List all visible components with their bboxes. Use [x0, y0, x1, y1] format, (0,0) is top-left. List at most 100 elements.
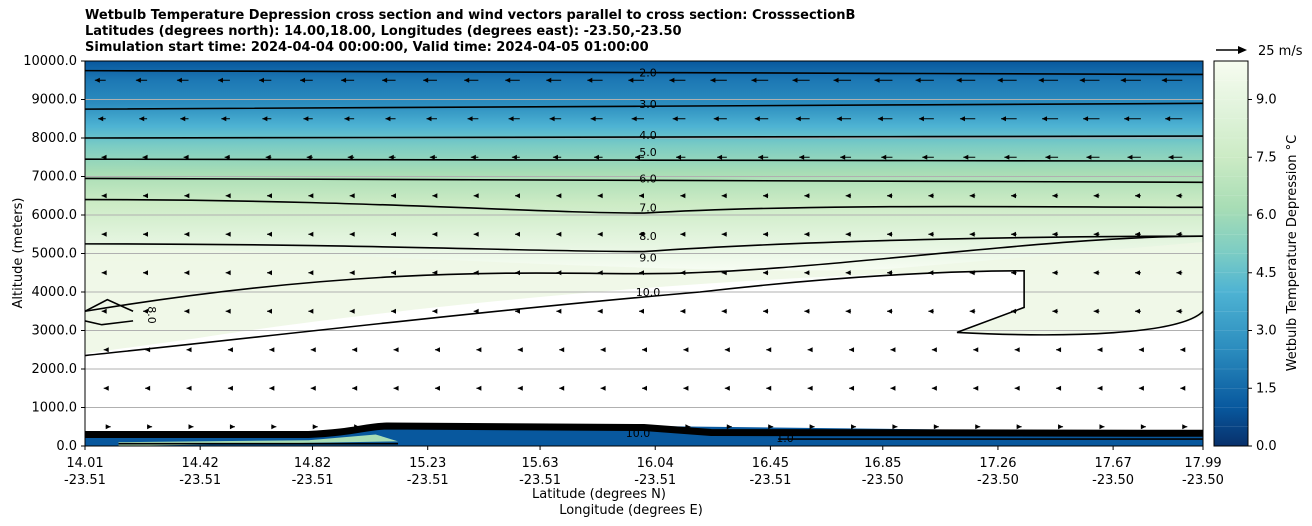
x-axis-label-lat: Latitude (degrees N) — [532, 487, 666, 502]
wind-vector-head — [642, 385, 647, 391]
wind-vector-head — [845, 270, 851, 276]
x-tick-label-lat: 14.01 — [66, 456, 103, 471]
wind-vector-head — [393, 347, 399, 353]
wind-vector-head — [758, 154, 764, 160]
wind-vector-head — [642, 347, 647, 353]
wind-vector-head — [683, 385, 689, 391]
wind-vector-head — [224, 154, 230, 160]
wind-vector-head — [587, 77, 593, 83]
wind-vector-head — [597, 231, 603, 237]
wind-vector-head — [354, 424, 360, 430]
wind-vector-head — [1056, 385, 1062, 391]
wind-vector-head — [1052, 231, 1058, 237]
wind-vector-head — [809, 424, 815, 430]
wind-vector-head — [101, 154, 107, 160]
wind-vector-head — [352, 385, 358, 391]
contour-line-8-left — [85, 298, 134, 312]
contour-line-surface-inner — [118, 438, 1203, 445]
wind-vector-head — [1180, 385, 1186, 391]
wind-vector-head — [103, 347, 109, 353]
contour-line — [85, 198, 1203, 214]
wind-vector-head — [1176, 308, 1182, 314]
y-tick-label: 4000.0 — [32, 285, 78, 300]
wind-vector-head — [1135, 231, 1140, 237]
wind-vector-head — [508, 116, 514, 122]
wind-vector-head — [717, 154, 723, 160]
wind-vector-head — [478, 424, 484, 430]
colorbar-tick-label: 7.5 — [1256, 150, 1277, 165]
x-tick-label-lon: -23.51 — [292, 473, 334, 488]
wind-vector-head — [892, 424, 898, 430]
wind-vector-head — [546, 77, 552, 83]
quiver-key-arrowhead — [1238, 46, 1247, 54]
wind-vector-head — [721, 308, 727, 314]
wind-vector-head — [341, 77, 347, 83]
x-tick-label-lat: 15.63 — [521, 456, 558, 471]
wind-vector-head — [1176, 270, 1182, 276]
wind-vector-head — [931, 347, 937, 353]
wind-vector-head — [517, 385, 523, 391]
x-tick-label-lat: 17.26 — [979, 456, 1016, 471]
wind-vector-head — [271, 424, 277, 430]
wind-vector-head — [1124, 116, 1130, 122]
wind-vector-head — [887, 193, 892, 199]
wind-vector-head — [349, 193, 355, 199]
wind-vector-head — [890, 385, 896, 391]
wind-vector-head — [556, 308, 562, 314]
y-axis-label: Altitude (meters) — [11, 198, 26, 309]
colorbar-label: Wetbulb Temperature Depression °C — [1285, 135, 1300, 372]
wind-vector-head — [1165, 116, 1171, 122]
wind-vector-head — [680, 231, 686, 237]
wind-vector-head — [1135, 308, 1140, 314]
x-tick-label-lat: 15.23 — [409, 456, 446, 471]
wind-vector-head — [139, 116, 145, 122]
wind-vector-head — [101, 270, 107, 276]
wind-vector-head — [751, 77, 757, 83]
wind-vector-head — [1083, 116, 1089, 122]
wind-vector-head — [881, 154, 887, 160]
wind-vector-head — [597, 308, 603, 314]
wind-vector-head — [1180, 347, 1186, 353]
wind-vector-head — [721, 193, 727, 199]
wind-vector-head — [1045, 154, 1051, 160]
wind-vector-head — [176, 77, 182, 83]
wind-vector-head — [890, 347, 896, 353]
wind-vector-head — [434, 385, 440, 391]
wind-vector-head — [849, 385, 855, 391]
y-tick-label: 1000.0 — [32, 401, 78, 416]
wind-vector-head — [973, 347, 979, 353]
wind-vector-head — [1011, 270, 1016, 276]
wind-vector-head — [1140, 424, 1146, 430]
wind-vector-head — [464, 77, 470, 83]
x-tick-label-lon: -23.51 — [407, 473, 449, 488]
wind-vector-head — [395, 424, 401, 430]
wind-vector-head — [561, 424, 567, 430]
contour-label: 6.0 — [639, 172, 657, 185]
contour-fill-moist-region — [85, 270, 1203, 435]
wind-vector-head — [259, 77, 264, 83]
contour-label: 4.0 — [639, 129, 657, 142]
wind-vector-head — [1099, 424, 1105, 430]
wind-vector-head — [1176, 231, 1182, 237]
wind-vector-head — [225, 193, 231, 199]
colorbar-tick-label: 9.0 — [1256, 93, 1277, 108]
wind-vector-head — [628, 77, 634, 83]
wind-vector-head — [1001, 116, 1006, 122]
wind-vector-head — [388, 154, 394, 160]
y-tick-label: 2000.0 — [32, 362, 78, 377]
x-tick-label-lon: -23.50 — [1092, 473, 1134, 488]
wind-vector-head — [552, 154, 558, 160]
contour-line — [85, 235, 1203, 253]
wind-vector-head — [600, 347, 606, 353]
wind-vector-head — [721, 231, 727, 237]
wind-vector-head — [1016, 424, 1022, 430]
contour-line — [85, 177, 1203, 184]
wind-vector-head — [672, 116, 678, 122]
colorbar-tick-label: 1.5 — [1256, 381, 1277, 396]
wind-vector-head — [1120, 77, 1126, 83]
wind-vector-head — [1052, 270, 1058, 276]
wind-vector-head — [517, 347, 523, 353]
wind-vector-head — [1014, 385, 1020, 391]
wind-vector-head — [393, 385, 399, 391]
